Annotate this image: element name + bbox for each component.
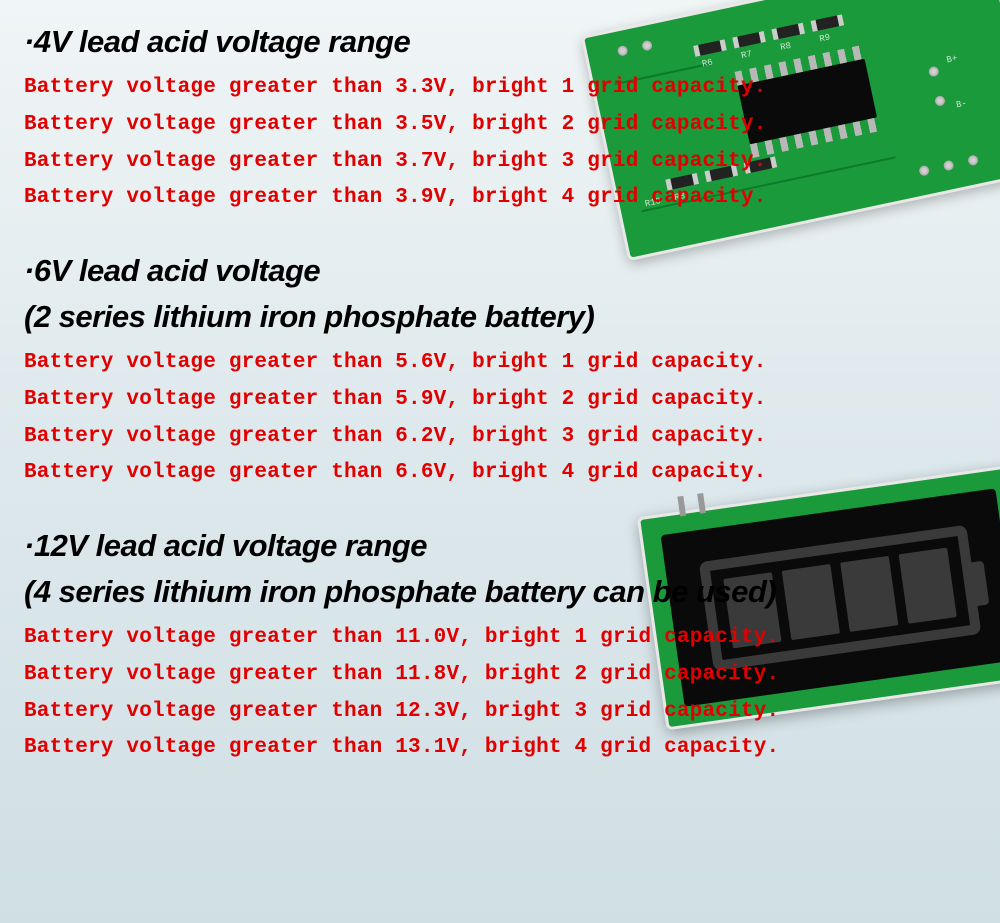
spec-line: Battery voltage greater than 3.9V, brigh…	[24, 180, 980, 217]
spec-line: Battery voltage greater than 3.3V, brigh…	[24, 70, 980, 107]
spec-line: Battery voltage greater than 3.7V, brigh…	[24, 144, 980, 181]
section-heading: ·12V lead acid voltage range	[24, 528, 980, 564]
spec-line: Battery voltage greater than 11.8V, brig…	[24, 657, 980, 694]
spec-line: Battery voltage greater than 5.6V, brigh…	[24, 345, 980, 382]
section-12v: ·12V lead acid voltage range (4 series l…	[24, 528, 980, 767]
spec-line: Battery voltage greater than 6.6V, brigh…	[24, 455, 980, 492]
spec-line: Battery voltage greater than 6.2V, brigh…	[24, 419, 980, 456]
spec-line: Battery voltage greater than 11.0V, brig…	[24, 620, 980, 657]
section-6v: ·6V lead acid voltage (2 series lithium …	[24, 253, 980, 492]
spec-line: Battery voltage greater than 13.1V, brig…	[24, 730, 980, 767]
section-heading: ·6V lead acid voltage	[24, 253, 980, 289]
section-heading: ·4V lead acid voltage range	[24, 24, 980, 60]
spec-line: Battery voltage greater than 5.9V, brigh…	[24, 382, 980, 419]
spec-line: Battery voltage greater than 3.5V, brigh…	[24, 107, 980, 144]
section-4v: ·4V lead acid voltage range Battery volt…	[24, 24, 980, 217]
section-subheading: (2 series lithium iron phosphate battery…	[24, 299, 980, 335]
section-subheading: (4 series lithium iron phosphate battery…	[24, 574, 980, 610]
spec-line: Battery voltage greater than 12.3V, brig…	[24, 694, 980, 731]
spec-content: ·4V lead acid voltage range Battery volt…	[0, 0, 1000, 823]
